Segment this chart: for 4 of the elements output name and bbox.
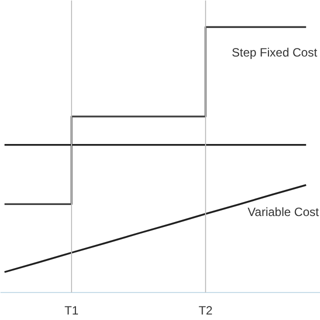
annotation: Variable Cost xyxy=(248,204,320,219)
annotation: Step Fixed Cost xyxy=(232,46,318,60)
x-tick-label: T2 xyxy=(198,304,213,318)
x-tick-label: T1 xyxy=(64,304,79,318)
